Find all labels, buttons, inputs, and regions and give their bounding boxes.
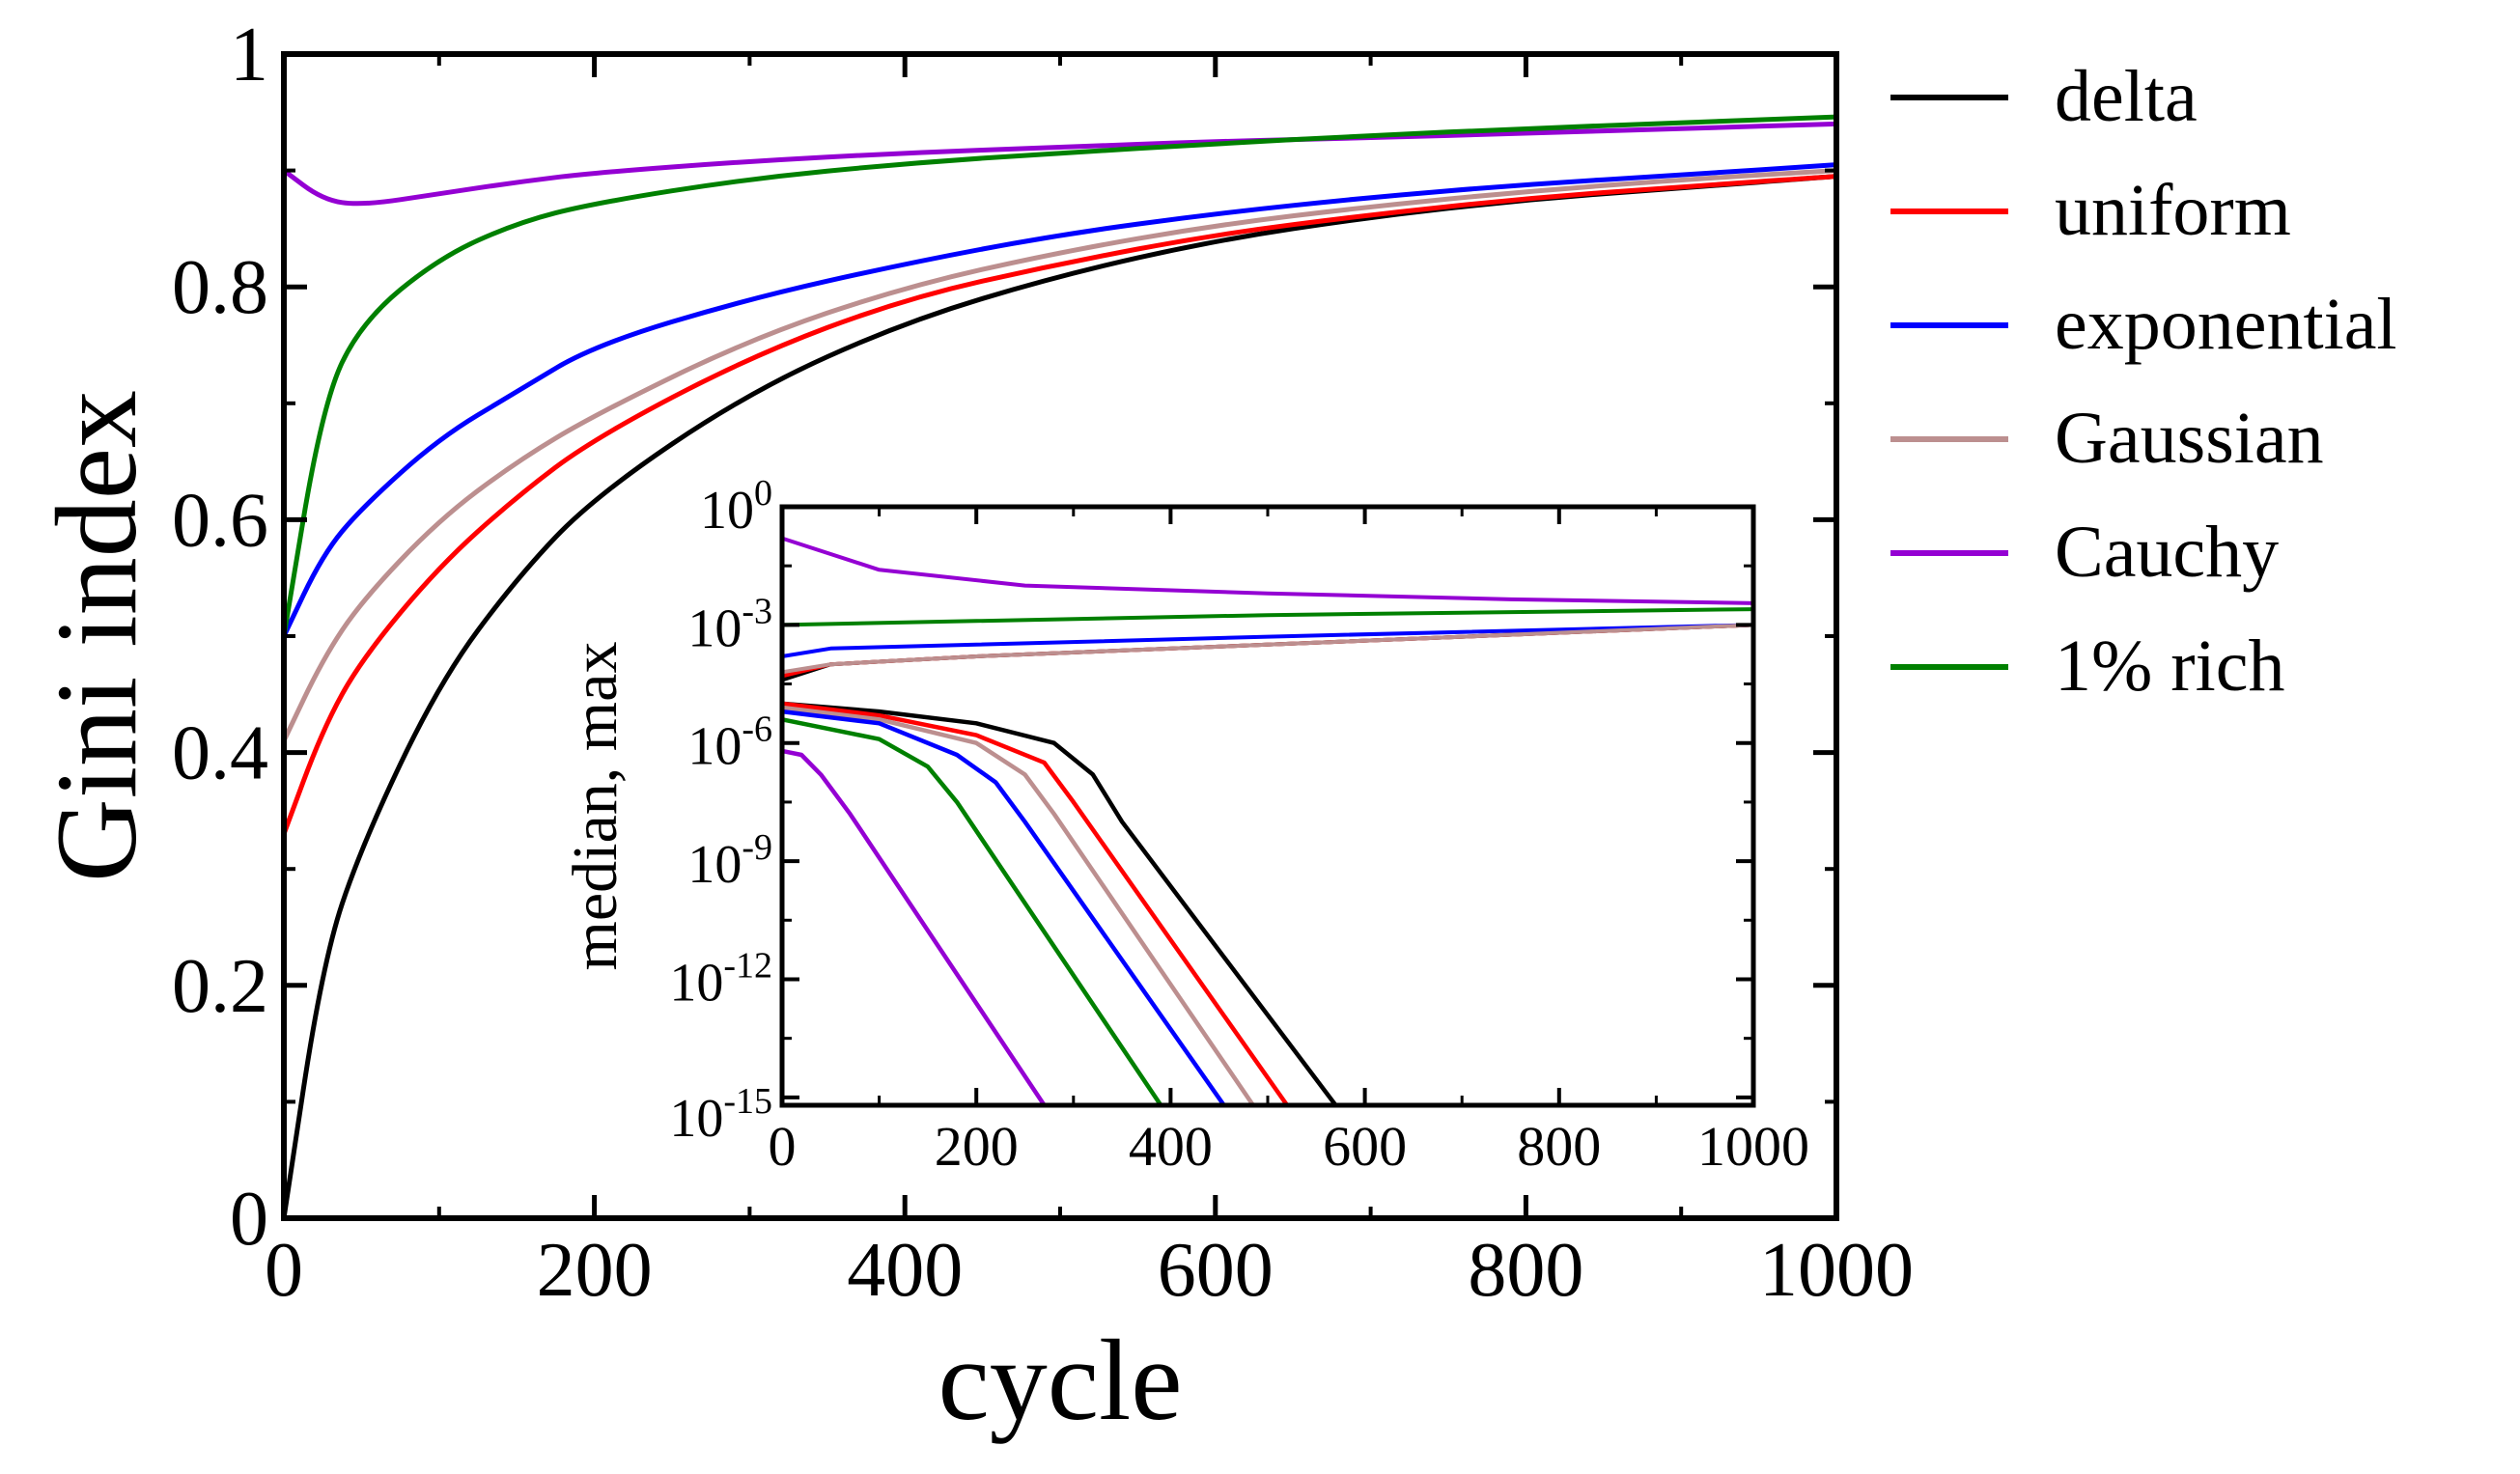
inset-median-line-delta <box>781 701 1338 1107</box>
main-x-tick-label: 0 <box>265 1228 303 1313</box>
main-x-tick-label: 400 <box>847 1228 963 1313</box>
main-series-line-exponential <box>281 162 1837 638</box>
main-series-line-1pct-rich <box>281 114 1839 637</box>
inset-y-tick-label: 10-6 <box>687 709 772 777</box>
inset-max-line-delta <box>781 623 1754 682</box>
main-x-tick-label: 600 <box>1158 1228 1274 1313</box>
inset-y-tick-label: 10-15 <box>669 1081 772 1149</box>
inset-median-line-cauchy <box>781 748 1047 1107</box>
legend-label-gaussian: Gaussian <box>2055 398 2324 479</box>
legend-label-exponential: exponential <box>2055 284 2397 365</box>
main-y-tick-label: 1 <box>230 13 268 97</box>
inset-max-line-1pct-rich <box>781 607 1754 627</box>
legend-label-delta: delta <box>2055 56 2198 137</box>
inset-median-line-exponential <box>781 709 1226 1107</box>
inset-y-tick-label: 100 <box>700 473 772 541</box>
main-y-tick-label: 0.8 <box>172 245 268 330</box>
legend-label-1pct-rich: 1% rich <box>2055 626 2284 707</box>
inset-median-line-gaussian <box>781 705 1255 1107</box>
main-plot-series-layer <box>281 114 1839 1219</box>
inset-max-line-gaussian <box>781 623 1754 675</box>
main-series-line-gaussian <box>281 168 1837 742</box>
inset-x-tick-label: 800 <box>1517 1115 1601 1178</box>
legend: delta uniform exponential Gaussian Cauchy 1% … <box>1890 56 2397 707</box>
main-y-tick-label: 0.2 <box>172 944 268 1029</box>
main-y-tick-label: 0.6 <box>172 478 268 563</box>
legend-label-uniform: uniform <box>2055 170 2291 251</box>
inset-x-tick-label: 0 <box>769 1115 797 1178</box>
inset-plot-series-layer <box>781 536 1754 1107</box>
main-y-axis-label: Gini index <box>32 390 160 882</box>
main-y-tick-label: 0.4 <box>172 711 268 796</box>
inset-y-tick-label: 10-9 <box>687 827 772 895</box>
inset-max-line-exponential <box>781 623 1754 658</box>
main-plot-frame <box>281 51 1839 1221</box>
inset-y-axis-label: median, max <box>560 642 630 971</box>
main-series-line-cauchy <box>282 121 1837 207</box>
inset-plot-axes: 0 200 400 600 800 1000 100 10-3 10-6 10-9 10-12 10-… <box>669 473 1809 1178</box>
main-y-tick-label: 0 <box>230 1177 268 1262</box>
inset-median-line-uniform <box>781 701 1289 1107</box>
main-x-tick-label: 800 <box>1468 1228 1583 1313</box>
main-x-tick-label: 200 <box>537 1228 653 1313</box>
inset-y-tick-label: 10-12 <box>669 945 772 1013</box>
main-series-line-uniform <box>281 174 1839 835</box>
inset-x-tick-label: 600 <box>1323 1115 1407 1178</box>
inset-x-tick-label: 200 <box>935 1115 1019 1178</box>
inset-max-line-cauchy <box>781 536 1754 605</box>
inset-median-line-1pct-rich <box>781 717 1163 1107</box>
inset-x-tick-label: 400 <box>1129 1115 1213 1178</box>
main-series-line-delta <box>281 174 1839 1219</box>
main-x-axis-label: cycle <box>938 1316 1182 1444</box>
inset-y-tick-label: 10-3 <box>687 591 772 658</box>
inset-x-tick-label: 1000 <box>1697 1115 1809 1178</box>
legend-label-cauchy: Cauchy <box>2055 512 2279 593</box>
main-x-tick-label: 1000 <box>1759 1228 1914 1313</box>
